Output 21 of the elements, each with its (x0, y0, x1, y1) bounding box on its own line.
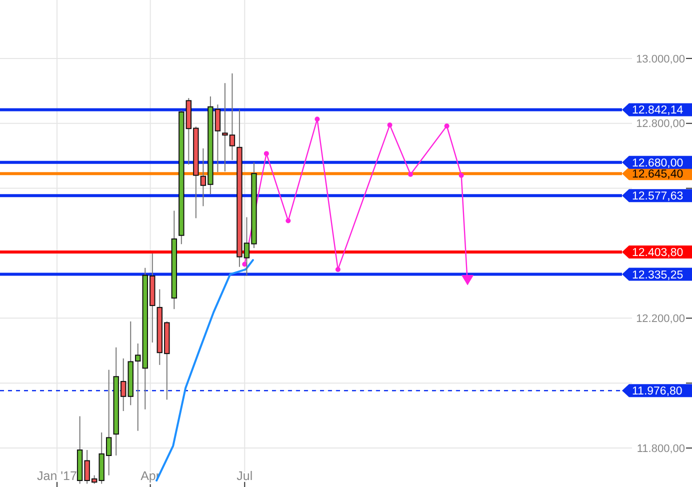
ref-line-label: 12.842,14 (632, 104, 684, 117)
ref-line-label: 11.976,80 (632, 386, 682, 398)
ref-line-label: 12.403,80 (632, 247, 684, 260)
ref-line-label: 12.645,40 (632, 168, 684, 181)
x-tick-label: Jul (236, 469, 253, 483)
y-tick-label: 11.800,00 (636, 442, 685, 455)
ref-line-label: 12.577,63 (632, 190, 684, 203)
point (286, 218, 291, 224)
point (408, 172, 414, 177)
point (264, 151, 269, 156)
x-tick-label: Jan '17 (37, 469, 78, 483)
point (314, 116, 320, 122)
ref-line-label: 12.335,25 (632, 269, 684, 282)
y-tick-label: 13.000,00 (636, 53, 685, 66)
y-tick-label: 12.200,00 (636, 313, 685, 326)
ref-line-label: 12.680,00 (632, 157, 684, 170)
point (444, 123, 450, 128)
point (458, 172, 464, 178)
point (387, 122, 392, 128)
y-tick-label: 12.800,00 (636, 118, 685, 130)
point (335, 266, 340, 272)
